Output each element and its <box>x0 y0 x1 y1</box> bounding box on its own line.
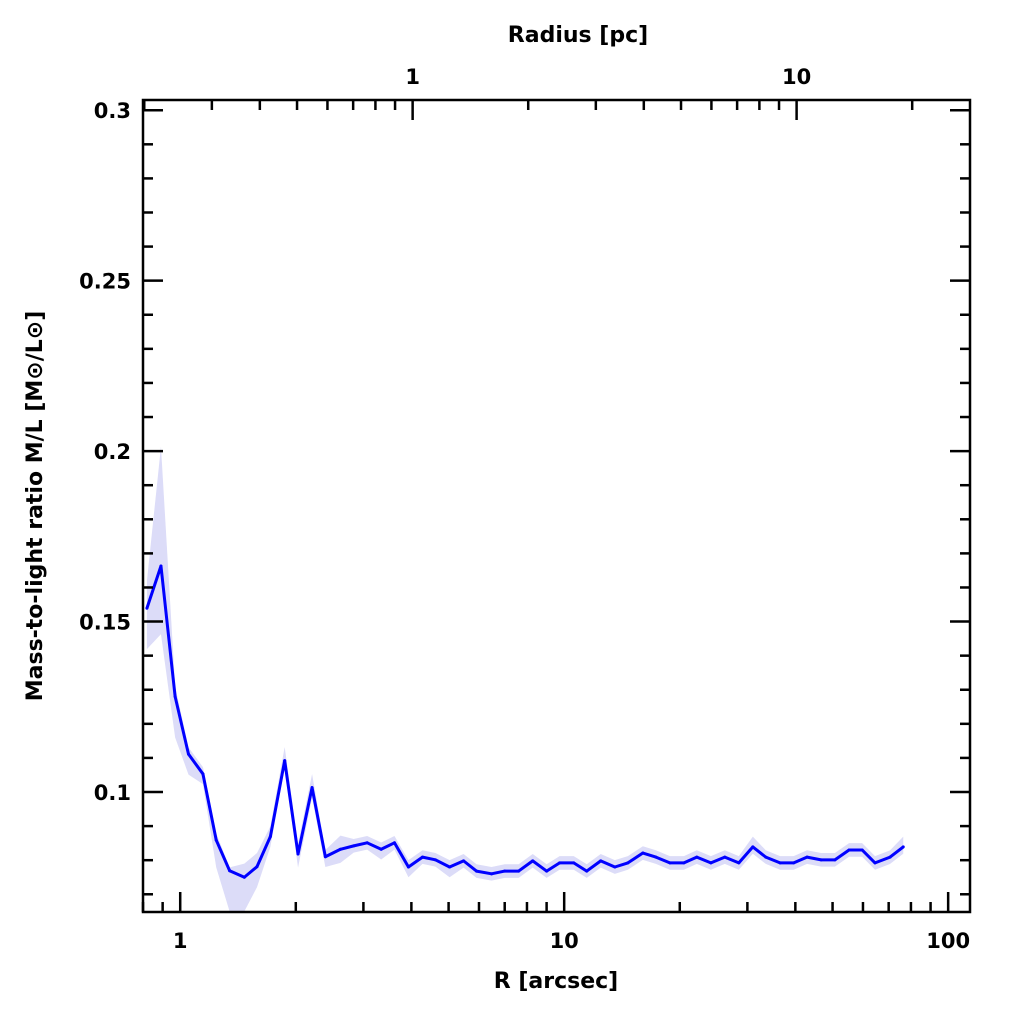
data-point <box>668 861 672 865</box>
data-point <box>888 855 892 859</box>
data-point <box>778 861 782 865</box>
data-point <box>228 869 232 873</box>
data-point <box>310 786 314 790</box>
data-point <box>819 858 823 862</box>
series-line <box>145 564 905 879</box>
data-point <box>503 869 507 873</box>
data-point <box>737 861 741 865</box>
data-point <box>352 844 356 848</box>
data-point <box>764 855 768 859</box>
y-tick-label: 0.15 <box>79 611 131 635</box>
data-point <box>682 861 686 865</box>
data-point <box>214 838 218 842</box>
data-point <box>242 875 246 879</box>
data-point <box>833 858 837 862</box>
data-point <box>709 861 713 865</box>
x-tick-label: 100 <box>926 929 970 953</box>
data-point <box>626 861 630 865</box>
data-point <box>545 869 549 873</box>
data-point <box>558 861 562 865</box>
data-point <box>406 865 410 869</box>
data-point <box>873 861 877 865</box>
x-tick-label: 10 <box>550 929 579 953</box>
data-point <box>805 855 809 859</box>
data-point <box>901 845 905 849</box>
data-point <box>283 759 287 763</box>
top-tick-label: 1 <box>405 65 420 89</box>
data-point <box>490 872 494 876</box>
data-point <box>255 865 259 869</box>
data-point <box>145 606 149 610</box>
data-point <box>379 847 383 851</box>
data-point <box>847 848 851 852</box>
data-point <box>613 865 617 869</box>
data-point <box>296 852 300 856</box>
data-point <box>751 845 755 849</box>
data-point <box>173 695 177 699</box>
data-point <box>421 855 425 859</box>
data-point <box>365 841 369 845</box>
data-point <box>531 859 535 863</box>
data-point <box>159 564 163 568</box>
data-point <box>572 861 576 865</box>
y-tick-label: 0.2 <box>94 440 131 464</box>
data-point <box>448 865 452 869</box>
data-point <box>462 859 466 863</box>
data-point <box>695 855 699 859</box>
x-tick-label: 1 <box>173 929 188 953</box>
data-point <box>517 869 521 873</box>
y-tick-label: 0.1 <box>94 781 131 805</box>
data-point <box>268 835 272 839</box>
data-point <box>792 861 796 865</box>
data-point <box>323 855 327 859</box>
data-point <box>723 855 727 859</box>
y-tick-label: 0.3 <box>94 99 131 123</box>
x-axis-label: R [arcsec] <box>494 969 619 994</box>
data-point <box>433 858 437 862</box>
y-tick-label: 0.25 <box>79 270 131 294</box>
data-point <box>599 859 603 863</box>
data-point <box>338 847 342 851</box>
data-point <box>654 855 658 859</box>
data-point <box>641 851 645 855</box>
data-point <box>392 841 396 845</box>
data-point <box>474 869 478 873</box>
plot-frame <box>141 98 972 914</box>
error-band <box>146 446 904 912</box>
top-axis-label: Radius [pc] <box>508 23 648 48</box>
y-axis-label: Mass-to-light ratio M/L [M⊙/L⊙] <box>23 311 48 702</box>
data-point <box>585 869 589 873</box>
top-tick-label: 10 <box>782 65 811 89</box>
data-point <box>201 772 205 776</box>
data-point <box>187 752 191 756</box>
data-point <box>860 848 864 852</box>
